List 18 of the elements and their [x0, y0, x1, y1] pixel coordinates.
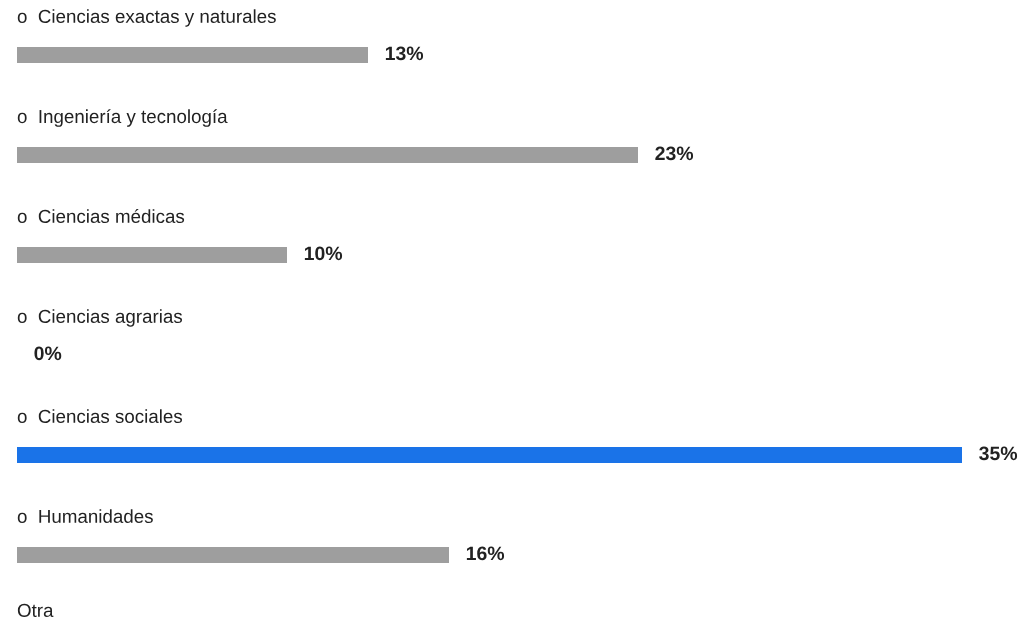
- data-label: 23%: [655, 146, 694, 161]
- data-label: 35%: [979, 446, 1018, 461]
- y-tick-label: o Ciencias médicas: [17, 209, 185, 224]
- bar: [17, 447, 962, 463]
- data-label: 0%: [34, 346, 62, 361]
- y-tick-label: o Ingeniería y tecnología: [17, 109, 228, 127]
- data-label: 16%: [466, 546, 505, 561]
- y-tick-label: o Humanidades: [17, 509, 153, 524]
- data-label: 10%: [304, 246, 343, 261]
- y-tick-label: o Ciencias exactas y naturales: [17, 9, 276, 27]
- y-tick-label: o Ciencias agrarias: [17, 309, 183, 327]
- bar: [17, 547, 449, 563]
- bar: [17, 247, 287, 263]
- y-tick-label: o Ciencias sociales: [17, 409, 183, 424]
- bar: [17, 147, 638, 163]
- data-label: 13%: [385, 46, 424, 61]
- bar: [17, 47, 368, 63]
- annotation: Otra: [17, 603, 54, 618]
